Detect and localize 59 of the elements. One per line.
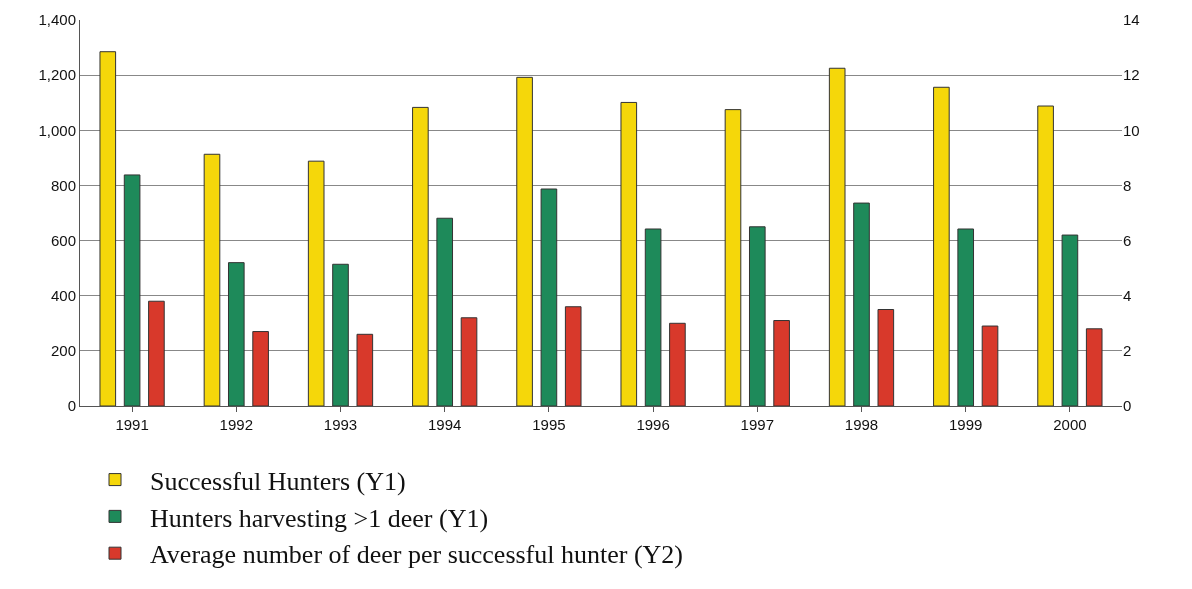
bar xyxy=(1061,234,1079,406)
bar xyxy=(203,153,221,406)
bar xyxy=(724,109,742,406)
legend-label: Hunters harvesting >1 deer (Y1) xyxy=(150,503,489,533)
x-tick-label: 1991 xyxy=(115,416,149,433)
x-tick-label: 1999 xyxy=(949,416,983,433)
x-tick-label: 1992 xyxy=(219,416,253,433)
bar xyxy=(877,309,895,406)
bar xyxy=(564,306,582,406)
x-tick-label: 1994 xyxy=(428,416,462,433)
x-tick-label: 2000 xyxy=(1053,416,1087,433)
y2-tick-label: 8 xyxy=(1123,176,1132,194)
y2-tick-label: 12 xyxy=(1123,66,1140,84)
bar xyxy=(981,325,999,406)
y-tick-label: 1,400 xyxy=(38,11,76,29)
x-tick-label: 1995 xyxy=(532,416,566,433)
legend-label: Average number of deer per successful hunter (Y2) xyxy=(150,540,684,570)
y-tick-label: 800 xyxy=(50,176,76,194)
y-tick-label: 1,200 xyxy=(38,66,76,84)
bar xyxy=(436,217,454,406)
bar xyxy=(148,300,165,406)
x-tick-label: 1996 xyxy=(636,416,670,433)
bar xyxy=(853,202,870,406)
x-tick-label: 1993 xyxy=(323,416,358,433)
bar xyxy=(933,86,950,406)
y-tick-label: 200 xyxy=(50,342,76,360)
bar xyxy=(644,228,662,406)
bar xyxy=(123,174,141,406)
bar xyxy=(307,160,325,406)
y2-tick-label: 2 xyxy=(1123,342,1132,360)
bar xyxy=(99,51,117,406)
y-tick-label: 600 xyxy=(50,231,76,249)
bar xyxy=(748,226,766,406)
y2-tick-label: 4 xyxy=(1123,286,1132,304)
bar xyxy=(828,67,846,406)
bar xyxy=(227,262,245,406)
bar xyxy=(516,76,533,406)
y-tick-label: 1,000 xyxy=(38,121,76,139)
bar xyxy=(669,322,686,406)
x-tick-label: 1997 xyxy=(740,416,774,433)
bar xyxy=(332,263,349,406)
y-tick-label: 0 xyxy=(67,397,76,415)
bar xyxy=(460,317,478,406)
bar xyxy=(412,106,429,406)
y2-tick-label: 0 xyxy=(1123,397,1132,415)
bar xyxy=(1037,105,1054,406)
bar xyxy=(356,333,374,406)
bar xyxy=(540,188,558,406)
bar xyxy=(957,228,975,406)
y2-tick-label: 10 xyxy=(1123,121,1140,139)
bar xyxy=(620,101,638,406)
y2-tick-label: 6 xyxy=(1123,231,1132,249)
x-tick-label: 1998 xyxy=(844,416,879,433)
legend-label: Successful Hunters (Y1) xyxy=(150,466,406,496)
y-tick-label: 400 xyxy=(50,286,76,304)
bar xyxy=(252,331,269,406)
bar xyxy=(773,320,790,406)
y2-tick-label: 14 xyxy=(1123,11,1140,29)
bar xyxy=(1085,328,1103,406)
